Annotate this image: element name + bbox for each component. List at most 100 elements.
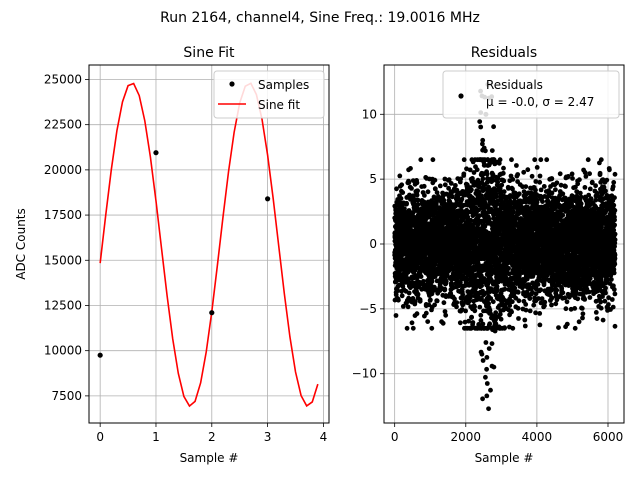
residual-point [479, 283, 484, 289]
residual-point [564, 321, 570, 327]
residual-point [441, 300, 447, 306]
residual-point [442, 309, 448, 314]
residual-point [432, 284, 437, 290]
x-tick-label: 3 [264, 430, 272, 444]
residual-point [516, 316, 521, 321]
residual-point [425, 189, 431, 195]
x-tick-label: 0 [96, 430, 104, 444]
sample-point [209, 310, 215, 316]
residual-point [498, 316, 504, 322]
residual-point [489, 148, 495, 154]
residual-point [544, 157, 550, 163]
residual-point [533, 310, 538, 316]
residual-point [488, 387, 493, 393]
residual-point [489, 341, 495, 346]
residual-point [484, 355, 490, 360]
residual-point [442, 182, 448, 188]
residual-point [491, 124, 496, 130]
y-tick-label: 25000 [44, 72, 82, 86]
residual-point [477, 119, 483, 124]
residual-point [400, 190, 406, 196]
residual-point [395, 288, 401, 294]
residual-point [434, 190, 440, 196]
residual-point [406, 180, 412, 185]
residual-point [393, 313, 399, 318]
residual-point [483, 374, 488, 380]
residual-point [563, 184, 568, 189]
residual-point [509, 299, 515, 305]
residual-point [499, 182, 505, 188]
residual-point [515, 289, 521, 295]
residual-point [532, 157, 538, 163]
y-tick-label: 7500 [51, 389, 82, 403]
residual-point [408, 166, 413, 171]
residual-point [553, 187, 558, 193]
residual-point [501, 178, 507, 184]
sine-fit-xlabel: Sample # [180, 451, 239, 465]
residual-point [410, 193, 416, 199]
residual-point [394, 186, 399, 192]
residual-point [405, 304, 411, 310]
residual-point [521, 169, 527, 175]
residual-point [523, 184, 529, 190]
residual-point [469, 187, 474, 193]
residual-point [506, 266, 511, 271]
residual-point [415, 188, 420, 194]
residual-point [418, 157, 424, 163]
residual-point [412, 299, 418, 304]
residual-point [491, 364, 497, 370]
residual-point [398, 196, 404, 201]
residual-point [474, 167, 480, 173]
residual-point [537, 311, 543, 316]
residual-point [509, 157, 514, 163]
residual-point [494, 284, 500, 289]
residual-point [510, 325, 516, 331]
residual-point [430, 157, 436, 163]
y-tick-label: 17500 [44, 208, 82, 222]
residual-point [461, 157, 467, 163]
residual-point [563, 306, 569, 312]
residual-point [549, 295, 555, 301]
residual-point [443, 312, 449, 318]
residual-point [502, 325, 507, 331]
residual-point [470, 320, 476, 325]
residual-point [434, 298, 440, 304]
residual-point [560, 191, 566, 197]
residual-point [442, 286, 448, 292]
residual-point [440, 320, 446, 326]
residual-point [516, 298, 522, 304]
sine-fit-plot: Sine Fit 0 1 2 3 475001000012500150001750020… [14, 45, 330, 465]
residual-point [541, 184, 547, 189]
residual-point [483, 340, 489, 345]
legend-samples-label: Samples [258, 78, 309, 92]
residual-point [515, 172, 521, 177]
residual-point [495, 179, 501, 185]
residual-point [540, 199, 545, 205]
residual-point [487, 321, 493, 327]
residual-point [477, 304, 483, 310]
sample-point [265, 196, 271, 202]
residual-point [538, 287, 543, 293]
residual-point [443, 279, 449, 284]
residual-point [537, 179, 543, 185]
residual-point [478, 312, 484, 318]
residual-point [525, 167, 531, 173]
residual-point [510, 177, 516, 182]
residual-point [535, 282, 541, 287]
residual-point [463, 308, 468, 314]
residual-point [480, 358, 486, 363]
residual-point [421, 278, 426, 284]
residual-point [522, 317, 528, 323]
residual-point [405, 278, 411, 284]
residual-point [538, 157, 544, 163]
residual-point [415, 292, 421, 297]
residuals-title: Residuals [471, 45, 537, 61]
sine-fit-gridlines [89, 65, 329, 423]
residual-point [501, 189, 507, 195]
residual-point [479, 351, 485, 357]
residual-point [531, 302, 537, 308]
residual-point [472, 308, 478, 314]
residual-point [472, 304, 477, 310]
residual-point [414, 311, 420, 317]
